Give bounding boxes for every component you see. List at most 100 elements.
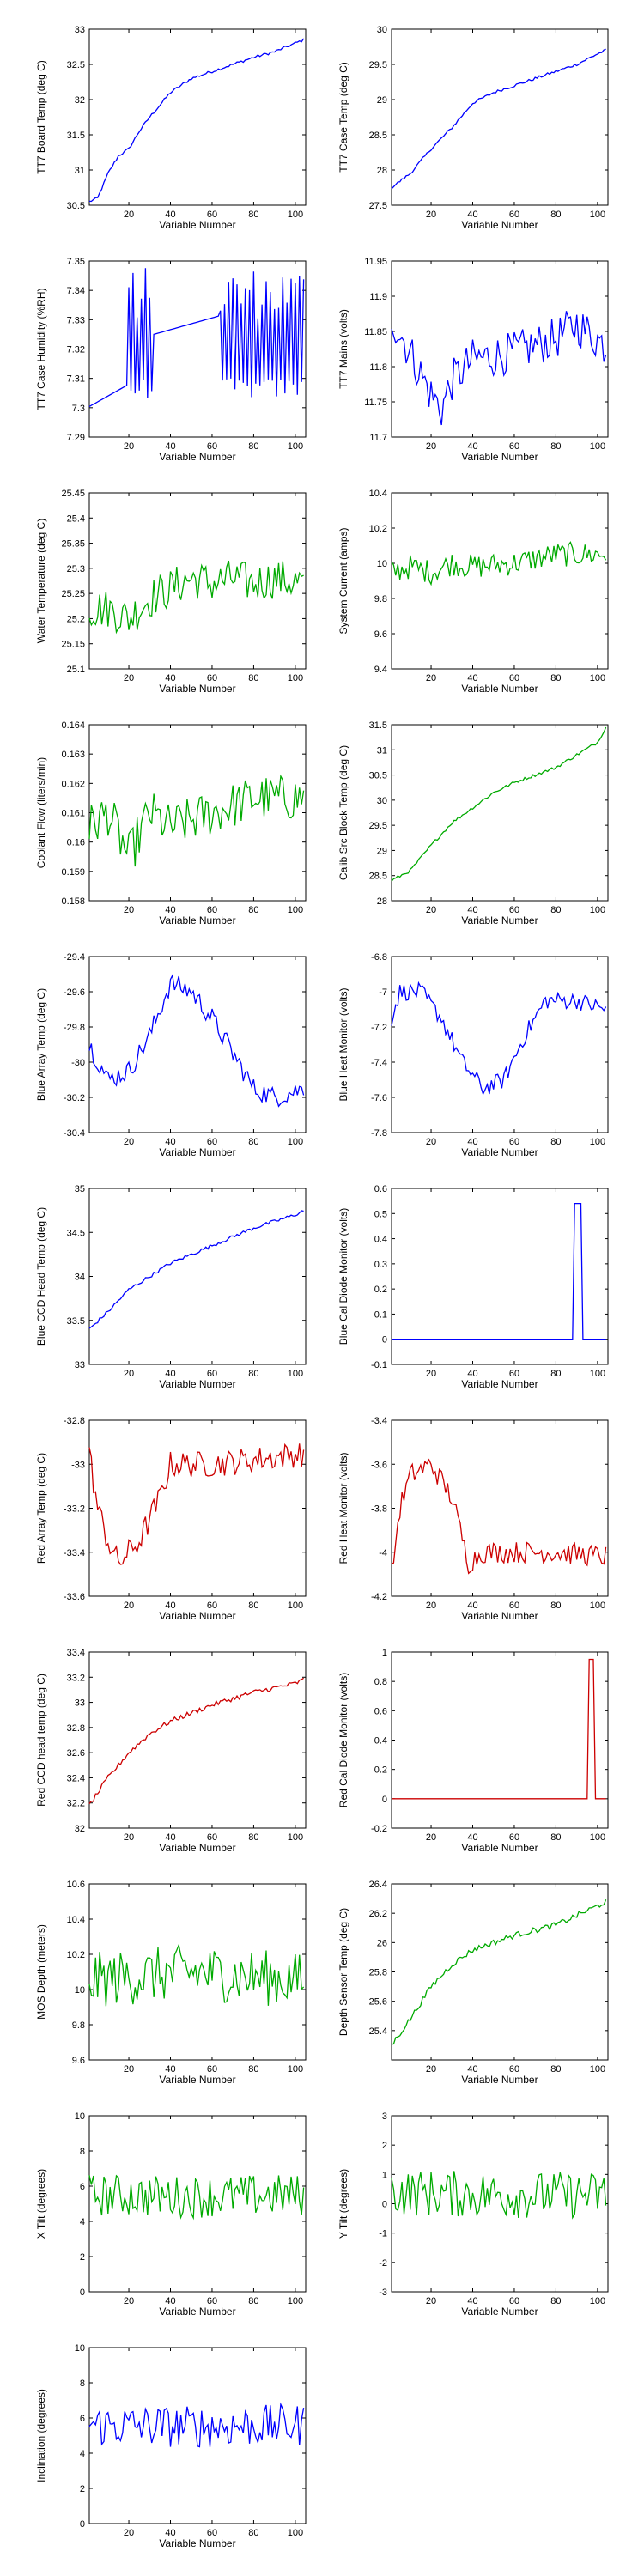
chart-8-x-tick-label: 100 [590, 905, 605, 915]
chart-5-y-tick-label: 25.15 [61, 640, 85, 650]
chart-2-y-tick-label: 29.5 [369, 60, 387, 70]
chart-17-y-tick-label: 9.8 [72, 2020, 85, 2031]
chart-3-plot-frame [88, 260, 307, 438]
chart-1-y-tick-label: 32 [75, 95, 85, 106]
chart-4-x-tick-label: 20 [426, 441, 436, 452]
chart-12-series-line [392, 1202, 606, 1340]
chart-6-plot-frame [391, 492, 609, 670]
chart-4-y-tick-label: 11.7 [369, 433, 387, 443]
chart-17-x-axis-label: Variable Number [159, 2074, 235, 2086]
chart-2-y-tick-label: 27.5 [369, 201, 387, 211]
chart-21-y-tick-label: 10 [75, 2343, 85, 2354]
chart-12-x-tick-label: 40 [467, 1369, 477, 1379]
chart-14-x-tick-label: 80 [550, 1601, 561, 1611]
chart-12-y-tick-label: 0.6 [374, 1184, 387, 1194]
chart-17-series-line [88, 1943, 305, 2007]
chart-19-y-tick-label: 10 [75, 2111, 85, 2122]
chart-8-x-tick-label: 20 [426, 905, 436, 915]
chart-11-y-tick-label: 34 [75, 1273, 85, 1283]
chart-20-y-tick-label: 2 [382, 2141, 387, 2151]
chart-1-x-axis-label: Variable Number [159, 219, 235, 231]
chart-8-x-axis-label: Variable Number [461, 914, 538, 927]
chart-20-x-tick-label: 20 [426, 2296, 436, 2306]
chart-14-y-tick-label: -4.2 [371, 1592, 387, 1602]
chart-3-x-tick-label: 20 [124, 441, 134, 452]
chart-1-y-axis-label: TT7 Board Temp (deg C) [35, 60, 47, 174]
chart-15-x-tick-label: 60 [207, 1832, 217, 1843]
chart-15-y-tick-label: 33.4 [67, 1648, 85, 1658]
chart-3-y-tick-label: 7.33 [67, 315, 85, 325]
chart-18-series-line [391, 1899, 607, 2045]
chart-6-x-tick-label: 100 [590, 673, 605, 683]
chart-15-y-tick-label: 32.4 [67, 1773, 85, 1783]
chart-13-y-tick-label: -33.4 [64, 1548, 85, 1558]
chart-18-x-tick-label: 20 [426, 2064, 436, 2075]
chart-7-y-tick-label: 0.158 [61, 896, 85, 907]
chart-3-x-tick-label: 100 [288, 441, 303, 452]
chart-10-x-tick-label: 40 [467, 1137, 477, 1147]
chart-20-series-line [391, 2171, 607, 2220]
chart-9-y-tick-label: -29.6 [64, 987, 85, 998]
chart-11-y-tick-label: 35 [75, 1184, 85, 1194]
chart-13-y-tick-label: -32.8 [64, 1416, 85, 1426]
chart-1-y-tick-label: 32.5 [67, 60, 85, 70]
chart-9-x-tick-label: 60 [207, 1137, 217, 1147]
chart-21-series-line [88, 2402, 305, 2448]
chart-16-y-axis-label: Red Cal Diode Monitor (volts) [337, 1673, 349, 1807]
chart-14-y-axis-label: Red Heat Monitor (volts) [337, 1452, 349, 1564]
chart-7-series-line [88, 774, 305, 867]
chart-5-y-tick-label: 25.25 [61, 589, 85, 599]
chart-8-y-axis-label: Calib Src Block Temp (deg C) [337, 745, 349, 880]
chart-19-x-tick-label: 40 [165, 2296, 175, 2306]
chart-14-y-tick-label: -3.8 [371, 1504, 387, 1515]
chart-18-plot-frame [391, 1883, 609, 2061]
chart-14-series-line [391, 1458, 607, 1575]
chart-12-y-tick-label: 0.1 [374, 1309, 387, 1320]
chart-11-x-axis-label: Variable Number [159, 1378, 235, 1390]
chart-10-y-tick-label: -6.8 [371, 952, 387, 963]
chart-19-y-tick-label: 4 [80, 2217, 85, 2227]
chart-5-x-tick-label: 60 [207, 673, 217, 683]
chart-20-x-tick-label: 80 [550, 2296, 561, 2306]
chart-20-y-tick-label: -1 [379, 2229, 387, 2239]
chart-17-x-tick-label: 20 [124, 2064, 134, 2075]
chart-10-y-tick-label: -7.2 [371, 1023, 387, 1033]
chart-8-y-tick-label: 28 [377, 896, 387, 907]
chart-10-x-axis-label: Variable Number [461, 1146, 538, 1158]
chart-21-x-tick-label: 20 [124, 2528, 134, 2538]
chart-16-y-tick-label: 0.8 [374, 1677, 387, 1687]
chart-12-x-tick-label: 60 [509, 1369, 519, 1379]
chart-13-series-line [88, 1443, 305, 1565]
chart-9-y-tick-label: -30.4 [64, 1128, 85, 1139]
chart-20-x-tick-label: 60 [509, 2296, 519, 2306]
chart-9-y-tick-label: -29.8 [64, 1023, 85, 1033]
chart-16-x-tick-label: 80 [550, 1832, 561, 1843]
chart-18-x-axis-label: Variable Number [461, 2074, 538, 2086]
chart-1-x-tick-label: 100 [288, 210, 303, 220]
chart-17-x-tick-label: 60 [207, 2064, 217, 2075]
chart-21-x-tick-label: 40 [165, 2528, 175, 2538]
chart-16-y-tick-label: 0.2 [374, 1765, 387, 1776]
chart-4-y-tick-label: 11.75 [364, 398, 387, 408]
chart-10-y-tick-label: -7.6 [371, 1093, 387, 1103]
chart-6-x-tick-label: 20 [426, 673, 436, 683]
chart-16-x-tick-label: 40 [467, 1832, 477, 1843]
chart-5-y-tick-label: 25.3 [67, 564, 85, 574]
chart-6-x-tick-label: 60 [509, 673, 519, 683]
chart-20-y-axis-label: Y Tilt (degrees) [337, 2169, 349, 2239]
chart-12-y-tick-label: 0.2 [374, 1285, 387, 1295]
chart-1-y-tick-label: 31.5 [67, 131, 85, 141]
chart-21-x-axis-label: Variable Number [159, 2537, 235, 2549]
chart-10-x-tick-label: 100 [590, 1137, 605, 1147]
chart-21-x-tick-label: 80 [248, 2528, 258, 2538]
chart-20-y-tick-label: 1 [382, 2170, 387, 2180]
chart-18-x-tick-label: 100 [590, 2064, 605, 2075]
chart-5-series-line [88, 560, 304, 635]
chart-11-x-tick-label: 20 [124, 1369, 134, 1379]
chart-2-x-tick-label: 20 [426, 210, 436, 220]
chart-21-x-tick-label: 60 [207, 2528, 217, 2538]
chart-11-y-tick-label: 33.5 [67, 1316, 85, 1327]
chart-1-x-tick-label: 20 [124, 210, 134, 220]
chart-9-series-line [88, 973, 305, 1108]
chart-17-plot-frame [88, 1883, 307, 2061]
